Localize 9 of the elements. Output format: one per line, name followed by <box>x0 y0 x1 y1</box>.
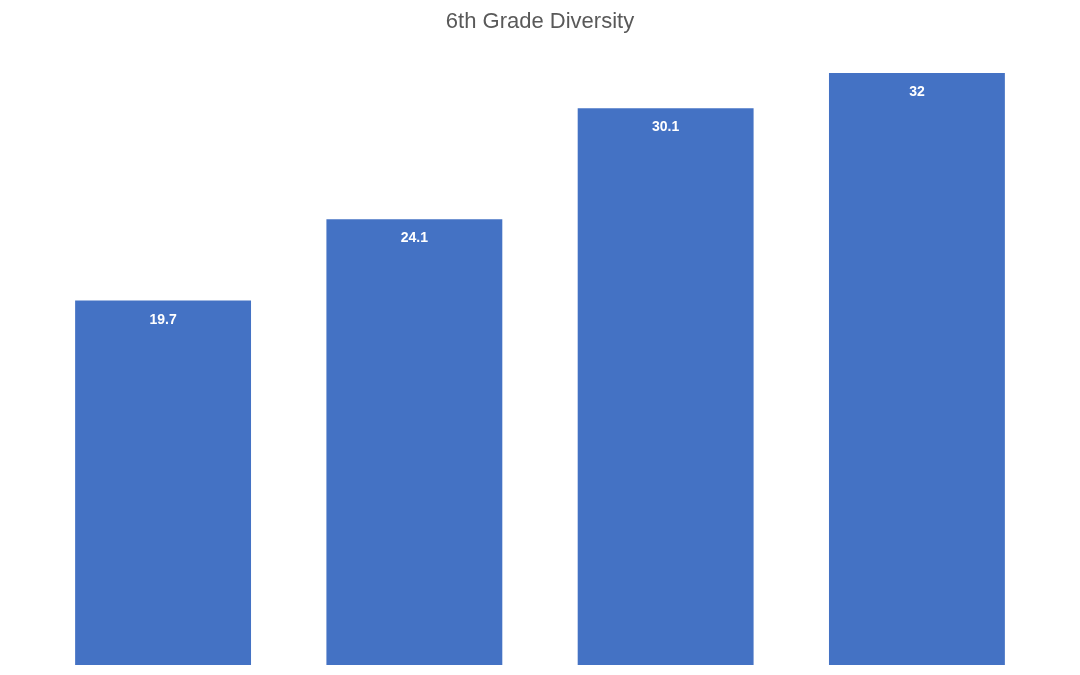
bar <box>577 108 754 665</box>
data-label: 19.7 <box>149 310 177 327</box>
bar <box>326 219 503 665</box>
bar <box>828 73 1005 665</box>
data-label: 30.1 <box>652 118 680 135</box>
data-label: 32 <box>909 83 925 99</box>
chart-title: 6th Grade Diversity <box>445 8 635 33</box>
data-label: 24.1 <box>400 229 429 246</box>
bar <box>75 300 252 665</box>
